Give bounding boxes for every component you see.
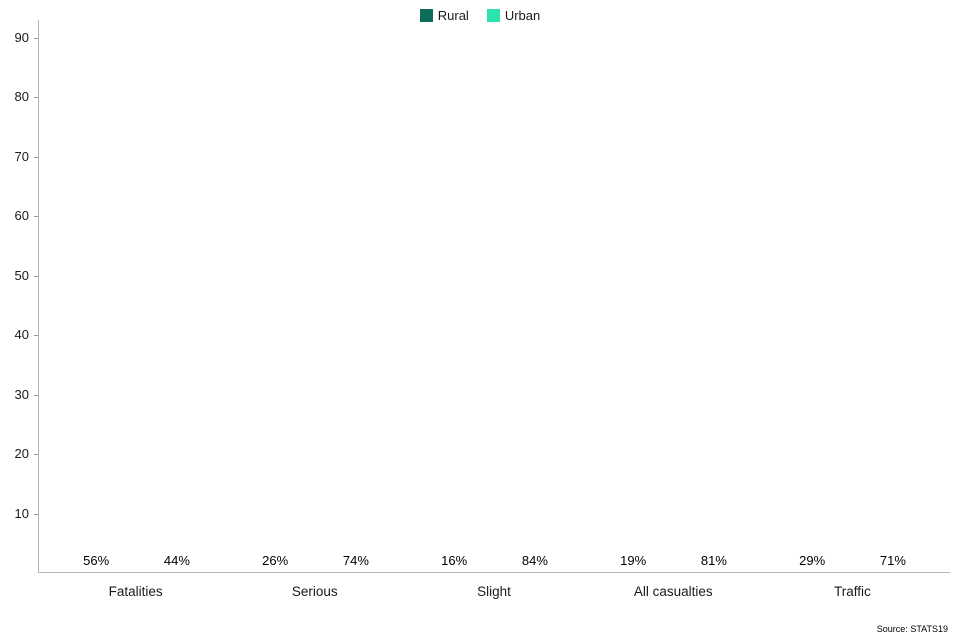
y-tick-label: 20 — [14, 446, 29, 462]
plot-area: 56% 44% 26% 74% 16% 84% 19% 81% 29% 71% — [38, 20, 950, 573]
y-tick-mark — [34, 335, 38, 337]
bar-value-label: 26% — [262, 553, 289, 568]
bar-value-label: 16% — [441, 553, 468, 568]
y-tick-label: 40 — [14, 327, 29, 343]
y-tick-mark — [34, 156, 38, 158]
bar-value-label: 74% — [342, 553, 369, 568]
y-tick-label: 70 — [14, 148, 29, 164]
y-tick-mark — [34, 394, 38, 396]
plot-wrap: 10 20 30 40 50 60 70 80 90 56% 44% 26% 74% 16% 84% 19%… — [6, 20, 950, 573]
y-tick: 80 — [6, 90, 38, 104]
y-tick: 10 — [6, 505, 38, 521]
x-tick-label: Fatalities — [108, 583, 163, 599]
y-tick-label: 30 — [14, 386, 29, 402]
y-tick: 50 — [6, 267, 38, 283]
x-tick-label: All casualties — [633, 583, 713, 599]
bar-value-label: 71% — [879, 553, 906, 568]
y-tick-mark — [34, 513, 38, 515]
y-tick: 30 — [6, 386, 38, 402]
legend-label: Rural — [437, 8, 469, 23]
bar-value-label: 29% — [799, 553, 826, 568]
chart-legend: Rural Urban — [0, 8, 960, 23]
bar-value-label: 84% — [521, 553, 548, 568]
y-tick-mark — [34, 97, 38, 99]
legend-item-rural: Rural — [419, 8, 469, 23]
x-axis-labels: Fatalities Serious Slight All casualties Tra… — [38, 573, 950, 609]
x-tick-label: Serious — [291, 583, 338, 599]
bar-value-label: 81% — [700, 553, 727, 568]
y-tick: 60 — [6, 209, 38, 223]
y-tick-label: 10 — [14, 505, 29, 521]
source-note: Source: STATS19 — [876, 624, 948, 634]
legend-swatch — [419, 9, 433, 22]
y-tick: 40 — [6, 328, 38, 342]
y-tick-label: 50 — [14, 267, 29, 283]
legend-swatch — [486, 9, 500, 22]
y-tick-mark — [34, 216, 38, 218]
y-tick-mark — [34, 37, 38, 39]
bar-value-label: 19% — [620, 553, 647, 568]
y-tick-label: 80 — [14, 89, 29, 105]
y-tick-mark — [34, 275, 38, 277]
legend-item-urban: Urban — [486, 8, 541, 23]
y-tick: 70 — [6, 148, 38, 164]
y-tick-label: 60 — [14, 208, 29, 224]
y-tick-mark — [34, 454, 38, 456]
x-tick-label: Traffic — [834, 583, 871, 599]
bar-value-label: 56% — [83, 553, 110, 568]
y-tick-label: 90 — [14, 29, 29, 45]
y-tick: 90 — [6, 29, 38, 45]
bar-value-label: 44% — [163, 553, 190, 568]
y-tick: 20 — [6, 447, 38, 461]
y-axis: 10 20 30 40 50 60 70 80 90 — [6, 20, 38, 573]
legend-label: Urban — [504, 8, 541, 23]
x-tick-label: Slight — [477, 583, 511, 599]
